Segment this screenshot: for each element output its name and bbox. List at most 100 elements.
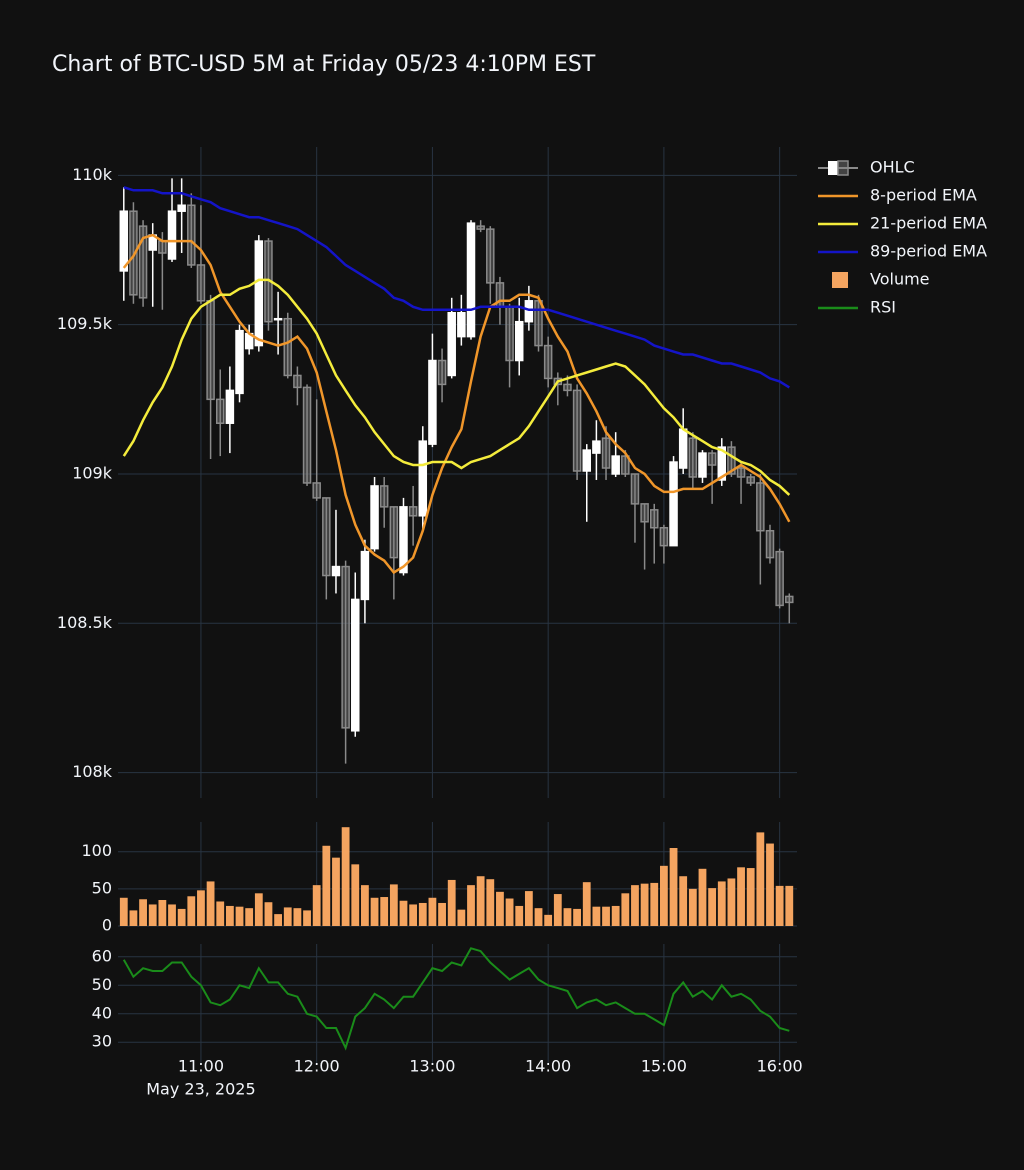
x-date-label: May 23, 2025 bbox=[146, 1080, 255, 1099]
candle-body bbox=[476, 225, 485, 230]
volume-bar bbox=[177, 908, 186, 926]
legend-icon bbox=[828, 161, 838, 175]
candle-body bbox=[543, 344, 553, 380]
volume-bar bbox=[447, 879, 456, 926]
legend-label: RSI bbox=[870, 298, 896, 317]
volume-bar bbox=[476, 876, 485, 926]
volume-bar bbox=[582, 882, 591, 926]
candle-body bbox=[322, 497, 331, 577]
candle-body bbox=[659, 526, 669, 547]
volume-bar bbox=[274, 914, 283, 926]
volume-bar bbox=[370, 897, 379, 926]
candle-body bbox=[727, 446, 736, 475]
y-tick-label: 108k bbox=[72, 762, 113, 781]
candle-body bbox=[785, 595, 794, 604]
candle-body bbox=[611, 455, 620, 475]
legend-label: 21-period EMA bbox=[870, 214, 987, 233]
ema-line bbox=[123, 186, 790, 389]
candle-body bbox=[302, 386, 312, 484]
candle-body bbox=[283, 317, 292, 377]
volume-bar bbox=[303, 910, 311, 926]
candle-body bbox=[775, 550, 784, 607]
volume-bar bbox=[515, 905, 524, 926]
volume-bar bbox=[785, 885, 794, 926]
candle-body bbox=[389, 506, 399, 559]
volume-bar bbox=[225, 905, 234, 926]
x-tick-label: 13:00 bbox=[409, 1057, 455, 1076]
candle-body bbox=[592, 440, 601, 454]
volume-bar bbox=[640, 883, 649, 926]
candle-body bbox=[437, 359, 447, 386]
candle-body bbox=[293, 374, 302, 389]
candle-body bbox=[215, 398, 225, 424]
candle-body bbox=[707, 452, 717, 466]
volume-bar bbox=[438, 902, 446, 926]
volume-bar bbox=[351, 864, 360, 926]
volume-bar bbox=[216, 901, 225, 926]
volume-bar bbox=[611, 905, 620, 926]
legend-label: 89-period EMA bbox=[870, 242, 987, 261]
volume-bar bbox=[245, 908, 254, 926]
volume-bar bbox=[746, 868, 755, 926]
volume-bar bbox=[380, 897, 389, 926]
rsi-line bbox=[122, 947, 790, 1051]
candle-body bbox=[669, 461, 678, 547]
candle-body bbox=[196, 264, 206, 302]
candle-body bbox=[524, 300, 534, 323]
y-tick-label: 100 bbox=[81, 841, 112, 860]
y-tick-label: 110k bbox=[72, 165, 113, 184]
candle-body bbox=[514, 320, 524, 362]
volume-bar bbox=[660, 865, 668, 926]
candle-body bbox=[640, 503, 649, 523]
candle-body bbox=[119, 210, 129, 272]
volume-bar bbox=[187, 896, 196, 926]
candle-body bbox=[630, 473, 640, 505]
volume-bar bbox=[496, 891, 504, 926]
candle-body bbox=[177, 204, 186, 212]
y-tick-label: 0 bbox=[102, 916, 112, 935]
volume-bar bbox=[756, 832, 765, 926]
volume-bar bbox=[254, 893, 263, 926]
volume-bar bbox=[322, 845, 331, 926]
volume-bar bbox=[361, 885, 369, 926]
candle-body bbox=[466, 222, 476, 338]
candle-body bbox=[534, 300, 543, 347]
volume-bar bbox=[737, 867, 745, 926]
x-tick-label: 16:00 bbox=[757, 1057, 803, 1076]
volume-bar bbox=[573, 908, 581, 926]
volume-bar bbox=[139, 899, 147, 926]
ema-line bbox=[122, 278, 791, 496]
volume-bar bbox=[399, 900, 408, 926]
candle-body bbox=[418, 440, 428, 517]
ema-line bbox=[122, 233, 791, 575]
volume-bar bbox=[148, 904, 157, 926]
candle-body bbox=[129, 210, 138, 296]
volume-bar bbox=[486, 879, 495, 926]
candle-body bbox=[235, 329, 244, 395]
volume-bar bbox=[264, 902, 273, 926]
y-tick-label: 108.5k bbox=[57, 613, 113, 632]
legend-label: 8-period EMA bbox=[870, 186, 977, 205]
candle-body bbox=[341, 565, 350, 729]
volume-bar bbox=[775, 885, 784, 926]
y-tick-label: 30 bbox=[92, 1032, 112, 1051]
volume-bar bbox=[341, 827, 350, 926]
volume-bar bbox=[129, 910, 138, 926]
candle-body bbox=[206, 300, 215, 401]
volume-bar bbox=[389, 884, 398, 926]
volume-bar bbox=[717, 881, 726, 926]
candle-body bbox=[505, 306, 514, 362]
volume-bar bbox=[708, 888, 717, 926]
candle-body bbox=[399, 506, 408, 574]
volume-bar bbox=[592, 906, 601, 926]
y-tick-label: 50 bbox=[92, 975, 112, 994]
candle-body bbox=[225, 389, 235, 424]
volume-bar bbox=[467, 885, 475, 926]
legend-label: OHLC bbox=[870, 158, 915, 177]
volume-bar bbox=[168, 904, 176, 926]
candle-body bbox=[370, 485, 379, 550]
candle-body bbox=[650, 509, 659, 529]
candle-body bbox=[331, 565, 341, 577]
